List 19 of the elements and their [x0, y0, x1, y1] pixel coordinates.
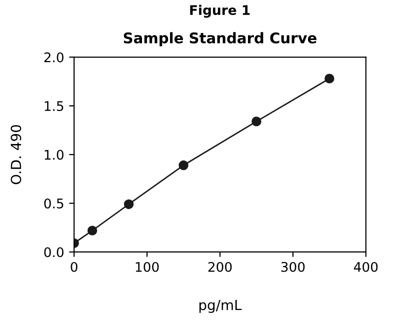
y-tick-label: 0.5: [44, 198, 64, 208]
x-tick-label: 0: [70, 262, 78, 272]
point: [324, 74, 334, 84]
x-tick-label: 400: [354, 262, 378, 272]
chart-title: Sample Standard Curve: [124, 32, 316, 46]
point: [178, 160, 188, 170]
x-tick-label: 300: [281, 262, 305, 272]
point: [87, 226, 98, 236]
point: [124, 199, 134, 210]
y-axis-title: O.D. 490: [10, 125, 22, 184]
x-tick-label: 200: [208, 262, 232, 272]
y-tick-label: 0.0: [44, 247, 64, 258]
point: [252, 116, 262, 126]
x-tick-label: 100: [136, 262, 159, 272]
y-tick-label: 1.0: [44, 150, 64, 160]
y-tick-label: 2.0: [44, 52, 64, 62]
y-tick-label: 1.5: [44, 101, 64, 112]
caption: Figure 1: [190, 4, 250, 18]
x-axis-title: pg/mL: [199, 300, 242, 313]
